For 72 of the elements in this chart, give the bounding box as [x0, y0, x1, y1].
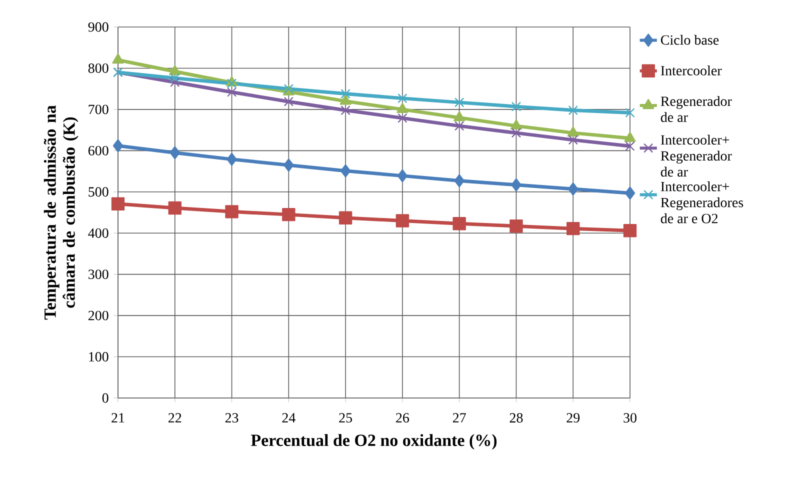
x-tick-label: 23	[225, 413, 238, 423]
point	[568, 105, 578, 116]
y-tick-label: 900	[88, 22, 108, 32]
point	[111, 197, 125, 210]
point	[170, 146, 180, 160]
y-tick-label: 200	[88, 310, 108, 320]
x-tick-label: 30	[624, 413, 636, 423]
legend-label: Regenerador de ar	[660, 96, 732, 122]
point	[511, 128, 522, 138]
point	[170, 73, 180, 83]
y-tick-label: 700	[88, 104, 108, 114]
x-tick-label: 29	[566, 413, 580, 423]
point	[511, 102, 522, 112]
point	[454, 98, 464, 108]
point	[511, 178, 522, 192]
x-tick-label: 22	[168, 413, 182, 422]
point	[340, 164, 351, 178]
x-tick-label: 24	[282, 413, 296, 422]
point	[112, 53, 124, 64]
legend-label: Ciclo base	[660, 34, 719, 45]
point	[623, 224, 637, 238]
point	[226, 78, 237, 88]
point	[567, 126, 579, 137]
point	[169, 64, 181, 76]
point	[398, 93, 408, 104]
legend-label: Intercooler+ Regenerador de ar	[660, 134, 732, 177]
x-tick-label: 21	[112, 413, 124, 422]
y-tick-label: 500	[88, 187, 108, 197]
point	[225, 205, 238, 218]
point	[625, 141, 635, 151]
point	[624, 132, 636, 142]
point	[454, 111, 466, 122]
x-tick-label: 28	[510, 413, 523, 423]
point	[624, 186, 636, 200]
y-axis-title: Temperatura de admissão na câmara de combustão (K)	[44, 105, 78, 320]
point	[510, 119, 522, 130]
point	[452, 217, 466, 230]
point	[340, 88, 350, 99]
y-tick-label: 600	[88, 146, 108, 156]
point	[282, 208, 296, 222]
point	[226, 152, 237, 166]
y-tick-label: 800	[88, 63, 108, 73]
x-axis-title: Percentual de O2 no oxidante (%)	[250, 434, 497, 450]
point	[168, 201, 182, 215]
point	[284, 158, 294, 172]
y-tick-label: 100	[89, 352, 108, 362]
point	[454, 174, 464, 188]
legend-label: Intercooler	[660, 66, 722, 76]
point	[625, 108, 635, 118]
legend-label: Intercooler+ Regeneradores de ar e O2	[660, 181, 744, 224]
point	[396, 102, 408, 114]
point	[170, 77, 180, 88]
point	[566, 222, 580, 236]
point	[454, 121, 464, 131]
y-tick-label: 0	[102, 393, 108, 403]
point	[340, 94, 352, 105]
point	[396, 214, 410, 228]
point	[112, 139, 124, 152]
point	[510, 220, 523, 233]
x-tick-label: 27	[452, 413, 466, 422]
y-tick-label: 300	[88, 270, 108, 280]
point	[340, 105, 350, 116]
x-tick-label: 25	[339, 413, 352, 423]
point	[398, 113, 408, 123]
x-tick-label: 26	[396, 413, 410, 423]
point	[226, 87, 237, 97]
point	[568, 135, 578, 145]
point	[397, 169, 408, 182]
y-tick-label: 400	[88, 228, 108, 238]
point	[568, 182, 578, 196]
point	[284, 96, 294, 106]
point	[338, 211, 352, 224]
